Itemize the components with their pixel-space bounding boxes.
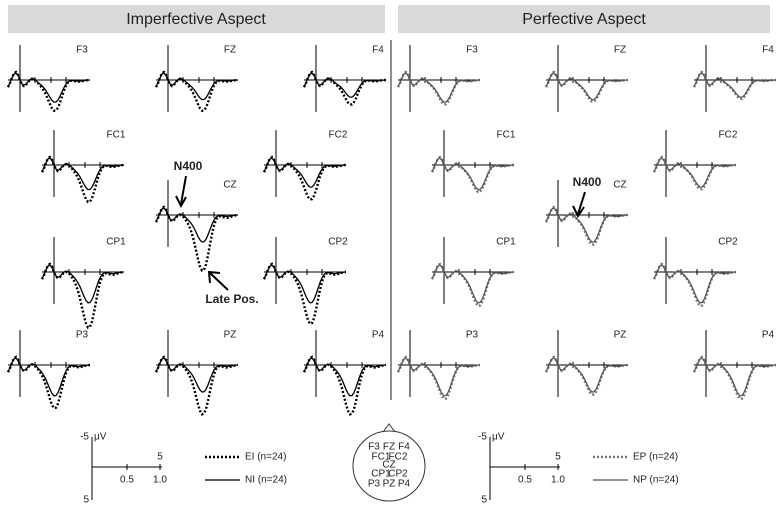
- electrode-label: FC2: [329, 130, 348, 141]
- scale-label: 5: [555, 452, 561, 463]
- arrow: [573, 192, 585, 216]
- head-label: P4: [398, 479, 411, 490]
- scale-label: 0.5: [120, 475, 134, 486]
- electrode-label: F4: [372, 45, 384, 56]
- electrode-label: FZ: [614, 45, 626, 56]
- arrow: [209, 272, 228, 290]
- electrode-label: P4: [372, 330, 385, 341]
- scale-label: -5: [478, 432, 487, 443]
- legend-label: EI (n=24): [245, 452, 286, 463]
- electrode-label: F3: [466, 45, 478, 56]
- scale-label: 1.0: [551, 475, 565, 486]
- electrode-label: F4: [762, 45, 774, 56]
- electrode-label: FC2: [719, 130, 738, 141]
- electrode-label: PZ: [614, 330, 627, 341]
- electrode-label: CZ: [223, 180, 236, 191]
- scale-label: 5: [157, 452, 163, 463]
- electrode-label: CP2: [328, 237, 348, 248]
- electrode-label: F3: [76, 45, 88, 56]
- electrode-label: FZ: [224, 45, 236, 56]
- legend-label: NP (n=24): [633, 475, 679, 486]
- electrode-label: FC1: [107, 130, 126, 141]
- scale-label: -5: [80, 432, 89, 443]
- electrode-label: CZ: [613, 180, 626, 191]
- header: Imperfective Aspect: [126, 11, 266, 28]
- electrode-label: PZ: [224, 330, 237, 341]
- head-label: PZ: [383, 479, 396, 490]
- annotation: N400: [573, 175, 602, 189]
- scale-label: μV: [94, 432, 107, 443]
- scale-label: 5: [481, 495, 487, 506]
- scale-label: μV: [492, 432, 505, 443]
- electrode-label: P4: [762, 330, 775, 341]
- legend-label: NI (n=24): [245, 475, 287, 486]
- electrode-label: FC1: [497, 130, 516, 141]
- annotation: Late Pos.: [205, 292, 258, 306]
- arrow: [176, 176, 186, 206]
- electrode-label: CP1: [496, 237, 516, 248]
- head-label: P3: [368, 479, 381, 490]
- scale-label: 0.5: [518, 475, 532, 486]
- figure: Imperfective Aspect Perfective Aspect F3…: [0, 0, 776, 511]
- electrode-label: CP2: [718, 237, 738, 248]
- annotation: N400: [174, 159, 203, 173]
- scale-label: 1.0: [153, 475, 167, 486]
- electrode-label: P3: [466, 330, 479, 341]
- legend-label: EP (n=24): [633, 452, 678, 463]
- header: Perfective Aspect: [522, 11, 646, 28]
- electrode-label: P3: [76, 330, 89, 341]
- electrode-label: CP1: [106, 237, 126, 248]
- scale-label: 5: [83, 495, 89, 506]
